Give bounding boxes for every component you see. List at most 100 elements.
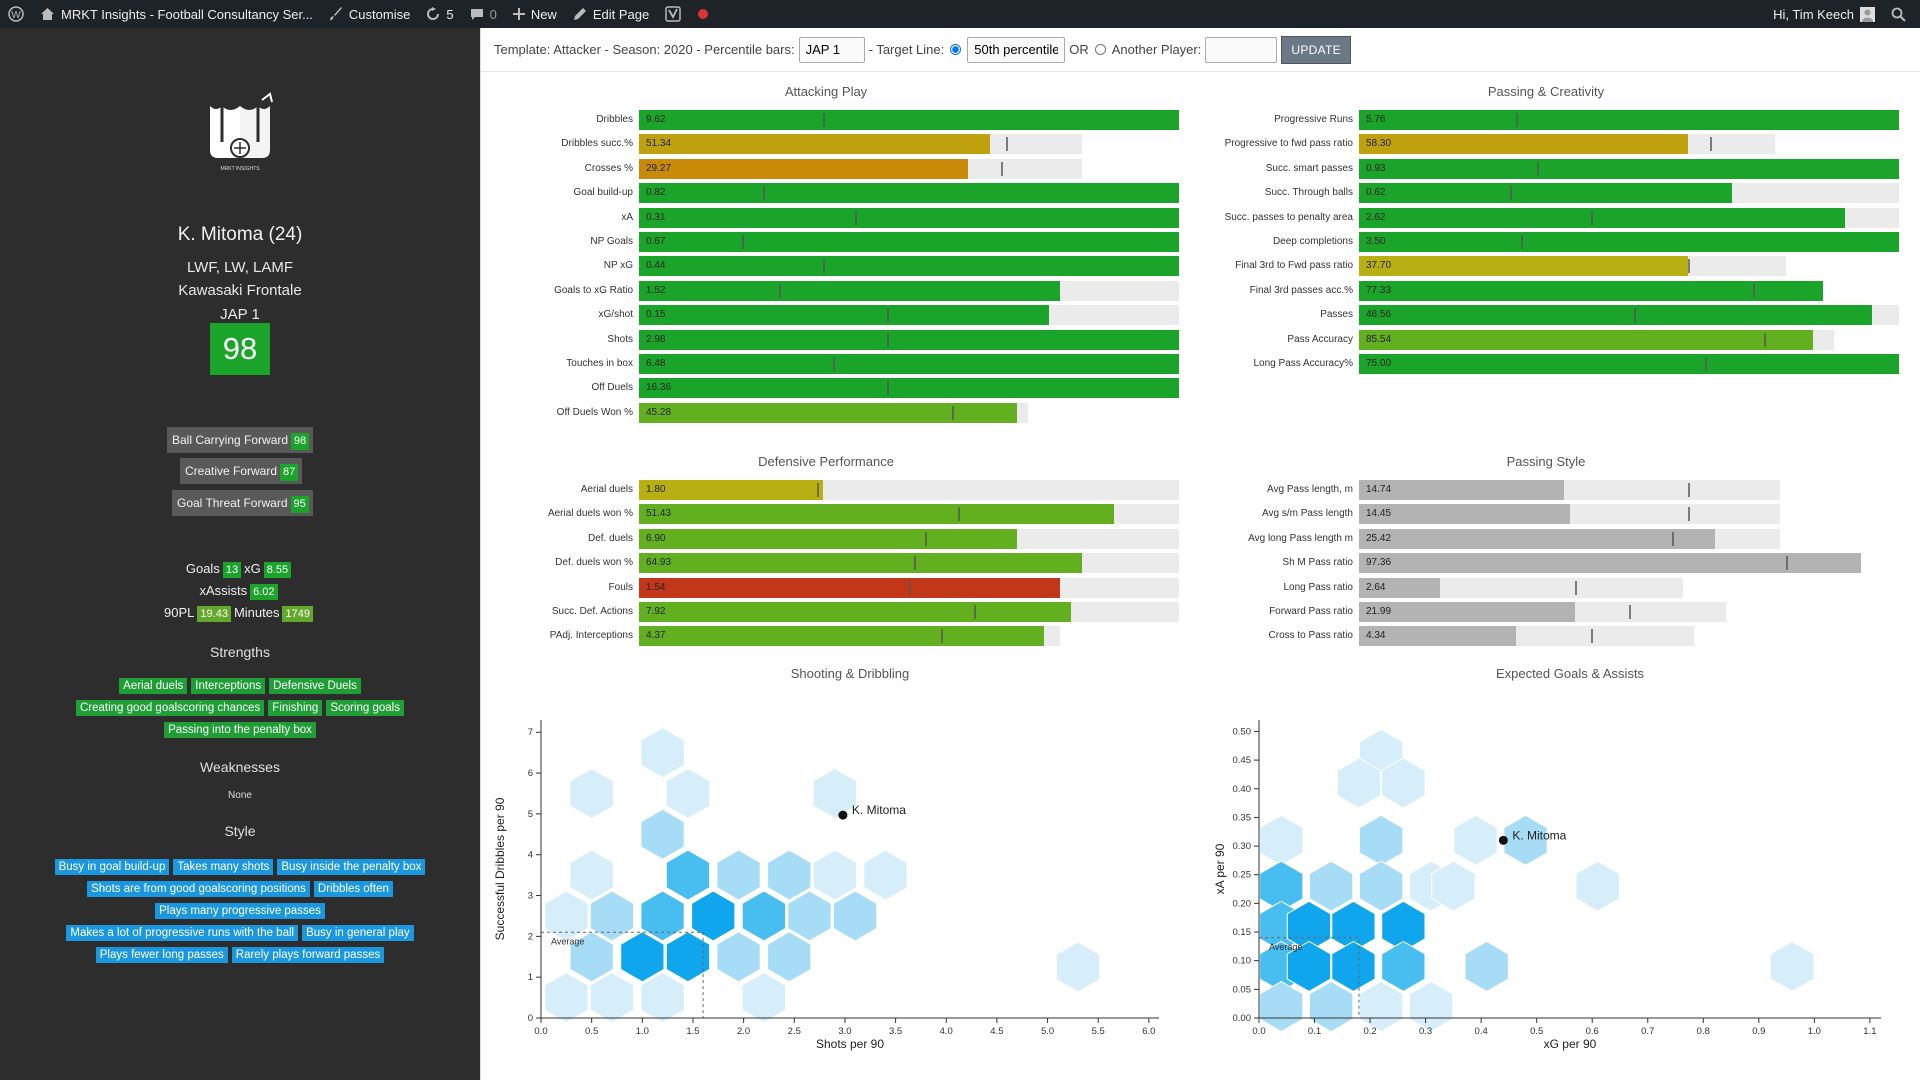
bar-label: Aerial duels (580, 484, 633, 495)
percentile-bar-row: Avg long Pass length m 25.42 (1201, 528, 1920, 549)
bar-fill (639, 354, 1179, 374)
hexbin (767, 931, 812, 983)
another-player-radio[interactable] (1094, 44, 1106, 55)
bar-fill (1359, 354, 1899, 374)
seo-status-dot-icon[interactable] (689, 0, 717, 28)
bar-fill (639, 553, 1082, 574)
bar-value: 2.64 (1366, 581, 1386, 593)
percentile-bar-row: Succ. Through balls 0.62 (1201, 183, 1920, 204)
bar-track: 14.74 (1359, 480, 1781, 500)
bar-fill (639, 480, 823, 500)
bar-value: 97.36 (1366, 557, 1392, 569)
yoast-seo-icon[interactable] (657, 0, 689, 28)
percentile-bar-row: PAdj. Interceptions 4.37 (481, 626, 1201, 647)
bar-value: 4.34 (1366, 630, 1386, 642)
bar-fill (639, 134, 990, 155)
style-row: Busy in goal build-up Takes many shots Bus… (0, 857, 480, 875)
percentile-bar-row: Dribbles 9.62 (481, 110, 1201, 130)
x-tick-label: 1.5 (686, 1026, 699, 1037)
wordpress-logo-icon[interactable]: W (0, 0, 32, 28)
hexbin (1409, 980, 1454, 1033)
new-link[interactable]: New (505, 0, 565, 28)
style-tag: Dribbles often (313, 881, 393, 897)
bar-value: 0.67 (646, 236, 666, 247)
average-label: Average (1269, 942, 1302, 952)
target-line-marker (817, 483, 820, 497)
bar-label: NP Goals (590, 236, 633, 247)
bar-label: Fouls (608, 581, 633, 593)
hexbin (1359, 814, 1404, 866)
edit-page-link[interactable]: Edit Page (565, 0, 657, 28)
hexbin (1336, 757, 1382, 809)
target-percentile-radio[interactable] (950, 44, 962, 55)
target-line-marker (887, 332, 890, 347)
percentile-bar-row: Sh M Pass ratio 97.36 (1201, 553, 1920, 574)
x-tick-label: 4.0 (940, 1026, 953, 1037)
percentile-bar-row: xG/shot 0.15 (481, 305, 1201, 326)
target-line-marker (973, 605, 976, 619)
y-tick-label: 0.50 (1233, 726, 1252, 737)
target-line-marker (1537, 161, 1540, 176)
x-tick-label: 0.0 (1252, 1026, 1265, 1037)
target-line-marker (1753, 283, 1756, 298)
hexbin (620, 931, 665, 983)
hexbin (665, 849, 711, 901)
bar-track: 58.30 (1359, 134, 1775, 155)
bar-track: 2.98 (639, 329, 1179, 350)
bar-label: Off Duels Won % (556, 406, 633, 418)
customise-link[interactable]: Customise (321, 0, 418, 28)
bar-fill (1359, 232, 1899, 252)
hexbin (691, 890, 736, 942)
target-line-marker (1688, 483, 1691, 497)
bar-label: Deep completions (1272, 236, 1353, 247)
bar-value: 85.54 (1366, 333, 1392, 345)
template-bar: Template: Attacker - Season: 2020 - Perc… (481, 28, 1920, 72)
bar-label: Sh M Pass ratio (1282, 557, 1353, 569)
bar-track: 1.80 (639, 480, 1179, 500)
pencil-icon (573, 8, 586, 20)
bar-label: Long Pass ratio (1283, 581, 1354, 593)
site-name-link[interactable]: MRKT Insights - Football Consultancy Ser… (32, 0, 321, 28)
style-tag: Shots are from good goalscoring position… (87, 881, 310, 897)
style-tag: Takes many shots (173, 859, 274, 875)
bar-fill (1359, 577, 1440, 598)
bar-label: Final 3rd to Fwd pass ratio (1235, 260, 1353, 272)
goals-xg-row: Goals 13 xG 8.55 (0, 561, 480, 578)
another-player-label: Another Player: (1111, 42, 1202, 57)
bar-value: 2.62 (1366, 211, 1386, 223)
comments-link[interactable]: 0 (462, 0, 505, 28)
style-row: Plays many progressive passes (0, 901, 480, 919)
strength-tag: Interceptions (191, 678, 266, 694)
y-tick-label: 0.20 (1233, 898, 1252, 909)
bar-track: 45.28 (639, 402, 1028, 423)
search-icon[interactable] (1883, 0, 1920, 28)
bar-value: 3.50 (1366, 236, 1386, 247)
role-badge: Goal Threat Forward 95 (172, 490, 313, 516)
style-tag: Plays many progressive passes (155, 903, 325, 919)
target-line-marker (1591, 629, 1594, 644)
bar-label: Long Pass Accuracy% (1253, 358, 1354, 369)
percentile-bars-input[interactable] (798, 36, 865, 63)
hexbin (787, 890, 832, 942)
bar-fill (639, 305, 1050, 326)
another-player-input[interactable] (1205, 36, 1278, 63)
updates-link[interactable]: 5 (418, 0, 461, 28)
hexbin (1309, 980, 1354, 1033)
bar-value: 0.82 (646, 187, 666, 199)
bar-track: 75.00 (1359, 354, 1899, 374)
percentile-bar-row: Crosses % 29.27 (481, 158, 1201, 179)
percentile-bar-row: Succ. Def. Actions 7.92 (481, 602, 1201, 622)
bar-label: Avg s/m Pass length (1262, 508, 1353, 520)
x-tick-label: 3.5 (889, 1026, 902, 1037)
bar-track: 77.33 (1359, 280, 1824, 301)
home-icon (41, 8, 54, 20)
target-line-marker (941, 629, 944, 644)
bar-label: Passes (1320, 309, 1353, 321)
hexbin (1259, 814, 1304, 866)
account-menu[interactable]: Hi, Tim Keech (1765, 0, 1883, 28)
update-button[interactable]: UPDATE (1281, 35, 1351, 64)
bar-track: 0.93 (1359, 158, 1899, 179)
target-line-marker (1704, 357, 1707, 371)
target-line-input[interactable] (967, 36, 1066, 63)
strength-tag: Aerial duels (119, 678, 188, 694)
